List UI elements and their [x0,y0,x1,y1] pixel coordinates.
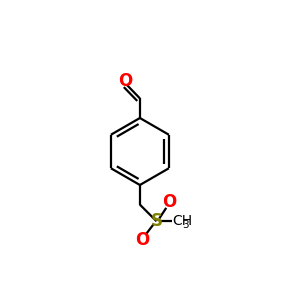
Text: CH: CH [172,214,192,228]
Text: O: O [118,72,133,90]
Text: O: O [162,193,177,211]
Text: 3: 3 [182,220,188,230]
Text: O: O [135,230,150,248]
Text: S: S [151,212,163,230]
